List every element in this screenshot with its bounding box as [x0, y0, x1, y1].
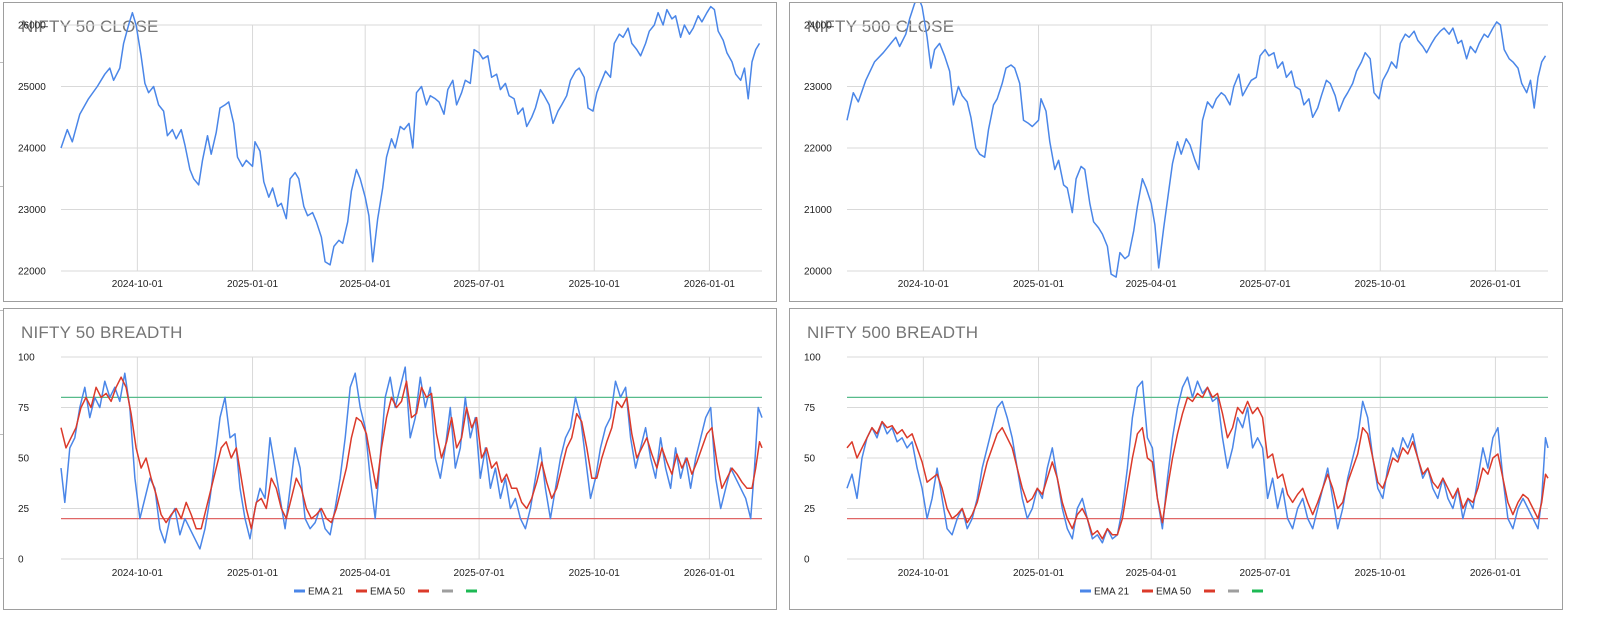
y-tick-label: 25	[804, 504, 816, 515]
y-tick-label: 23000	[804, 82, 832, 93]
x-tick-label: 2024-10-01	[112, 279, 164, 290]
y-tick-label: 24000	[18, 144, 46, 155]
chart-title: NIFTY 500 CLOSE	[807, 17, 955, 36]
x-tick-label: 2025-04-01	[1126, 279, 1178, 290]
legend: EMA 21 EMA 50	[1080, 587, 1263, 598]
y-tick-label: 75	[18, 403, 30, 414]
gutter-line	[0, 186, 4, 187]
x-tick-label: 2025-07-01	[454, 279, 506, 290]
series-line-1	[60, 376, 763, 530]
x-tick-label: 2025-01-01	[227, 279, 279, 290]
y-tick-label: 75	[804, 403, 816, 414]
x-tick-label: 2025-07-01	[454, 568, 506, 579]
gutter-line	[0, 558, 4, 559]
legend-label: EMA 50	[370, 587, 405, 598]
x-tick-label: 2026-01-01	[684, 568, 736, 579]
x-tick-label: 2025-10-01	[569, 279, 621, 290]
x-tick-label: 2025-04-01	[340, 279, 392, 290]
x-tick-label: 2025-04-01	[1126, 568, 1178, 579]
gutter-line	[0, 310, 4, 311]
y-tick-label: 21000	[804, 205, 832, 216]
y-tick-label: 25	[18, 504, 30, 515]
series-line-0	[846, 376, 1549, 544]
x-tick-label: 2024-10-01	[898, 279, 950, 290]
series-line-1	[846, 386, 1549, 540]
x-tick-label: 2025-01-01	[1013, 279, 1065, 290]
y-tick-label: 100	[18, 353, 35, 364]
x-tick-label: 2025-07-01	[1240, 568, 1292, 579]
y-tick-label: 50	[18, 454, 30, 465]
x-tick-label: 2024-10-01	[898, 568, 950, 579]
y-tick-label: 24000	[804, 21, 832, 32]
chart-nifty-50-breadth[interactable]: NIFTY 50 BREADTH 0 25 50 75 100 2024-10-01 202…	[3, 308, 777, 610]
y-tick-label: 22000	[804, 144, 832, 155]
x-tick-label: 2025-01-01	[227, 568, 279, 579]
x-tick-label: 2026-01-01	[684, 279, 736, 290]
y-tick-label: 50	[804, 454, 816, 465]
chart-nifty-500-close[interactable]: NIFTY 500 CLOSE 20000 21000 22000 23000 2400…	[789, 2, 1563, 302]
y-tick-label: 26000	[18, 21, 46, 32]
y-tick-label: 100	[804, 353, 821, 364]
gutter-line	[0, 434, 4, 435]
chart-title: NIFTY 50 CLOSE	[21, 17, 159, 36]
chart-canvas: 0 25 50 75 100 2024-10-01 2025-01-01 2025-04-01…	[804, 353, 1549, 598]
chart-nifty-50-close[interactable]: NIFTY 50 CLOSE 22000 23000 24000 25000 26000…	[3, 2, 777, 302]
x-tick-label: 2025-04-01	[340, 568, 392, 579]
legend-label: EMA 21	[1094, 587, 1129, 598]
series-line-0	[846, 3, 1547, 278]
y-tick-label: 22000	[18, 267, 46, 278]
y-tick-label: 0	[18, 555, 24, 566]
legend-label: EMA 50	[1156, 587, 1191, 598]
y-tick-label: 23000	[18, 205, 46, 216]
chart-canvas: 22000 23000 24000 25000 26000 2024-10-01 2025-…	[18, 5, 762, 290]
x-tick-label: 2026-01-01	[1470, 279, 1522, 290]
x-tick-label: 2025-10-01	[569, 568, 621, 579]
x-tick-label: 2024-10-01	[112, 568, 164, 579]
x-tick-label: 2025-10-01	[1355, 279, 1407, 290]
legend: EMA 21 EMA 50	[294, 587, 477, 598]
chart-title: NIFTY 50 BREADTH	[21, 323, 183, 342]
chart-title: NIFTY 500 BREADTH	[807, 323, 979, 342]
y-tick-label: 0	[804, 555, 810, 566]
x-tick-label: 2025-10-01	[1355, 568, 1407, 579]
series-line-0	[60, 5, 761, 266]
gutter-line	[0, 62, 4, 63]
x-tick-label: 2025-07-01	[1240, 279, 1292, 290]
chart-canvas: 0 25 50 75 100 2024-10-01 2025-01-01 2025-04-01…	[18, 353, 763, 598]
chart-canvas: 20000 21000 22000 23000 24000 2024-10-01 2025-…	[804, 3, 1548, 290]
x-tick-label: 2025-01-01	[1013, 568, 1065, 579]
y-tick-label: 25000	[18, 82, 46, 93]
legend-label: EMA 21	[308, 587, 343, 598]
y-tick-label: 20000	[804, 267, 832, 278]
chart-nifty-500-breadth[interactable]: NIFTY 500 BREADTH 0 25 50 75 100 2024-10-01 20…	[789, 308, 1563, 610]
x-tick-label: 2026-01-01	[1470, 568, 1522, 579]
